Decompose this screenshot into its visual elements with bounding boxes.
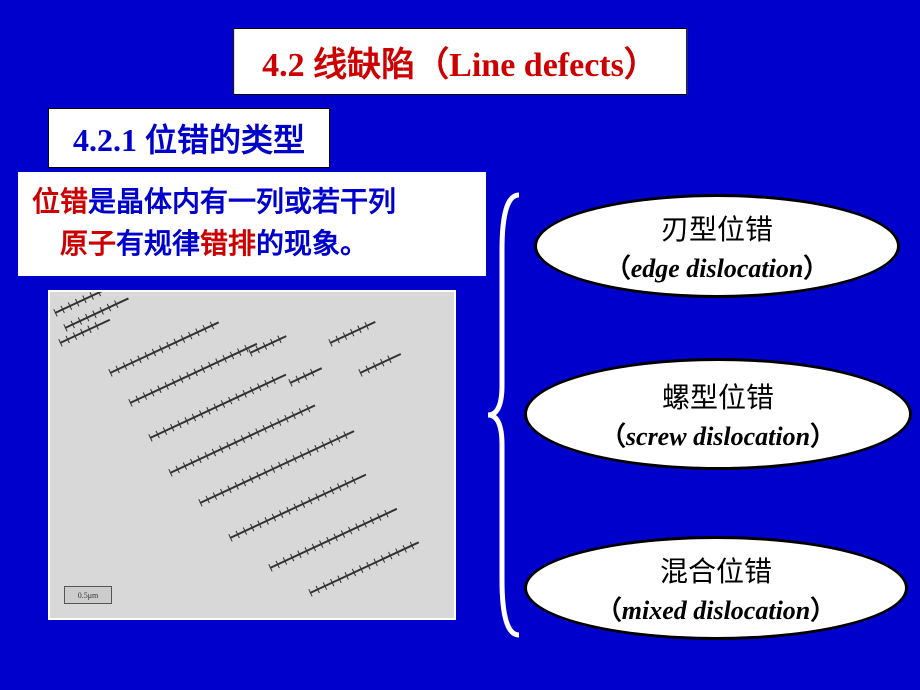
- section-title: 4.2 线缺陷（Line defects）: [262, 47, 658, 84]
- micrograph-canvas: [50, 292, 454, 618]
- type-cn-edge: 刃型位错: [661, 208, 773, 248]
- type-bubble-screw: 螺型位错 （screw dislocation）: [524, 358, 912, 470]
- micrograph-line: [200, 430, 355, 504]
- type-en-screw: （screw dislocation）: [600, 416, 836, 453]
- def-part-4: 错排: [200, 229, 256, 260]
- micrograph-box: 0.5μm: [48, 290, 456, 620]
- paren-close-0: ）: [803, 254, 829, 283]
- micrograph-image: 0.5μm: [50, 292, 454, 618]
- micrograph-line: [330, 321, 376, 344]
- micrograph-line: [360, 353, 402, 374]
- section-title-box: 4.2 线缺陷（Line defects）: [233, 28, 687, 95]
- paren-open-1: （: [600, 422, 626, 451]
- paren-close-2: ）: [810, 596, 836, 625]
- micrograph-line: [230, 474, 367, 539]
- title-suffix: ）: [624, 47, 658, 84]
- definition-text: 位错是晶体内有一列或若干列 原子有规律错排的现象。: [32, 182, 472, 266]
- title-prefix: 4.2 线缺陷（: [262, 47, 449, 84]
- curly-brace: [484, 190, 524, 640]
- micrograph-line: [310, 541, 420, 594]
- def-part-3: 有规律: [116, 229, 200, 260]
- micrograph-line: [110, 321, 220, 374]
- def-part-2: 原子: [60, 229, 116, 260]
- type-en-screw-text: screw dislocation: [626, 422, 810, 451]
- brace-svg: [484, 190, 524, 640]
- brace-path: [488, 195, 519, 635]
- type-cn-mixed: 混合位错: [660, 550, 772, 590]
- def-part-1: 是晶体内有一列或若干列: [88, 187, 396, 218]
- def-part-0: 位错: [32, 187, 88, 218]
- type-en-mixed-text: mixed dislocation: [622, 596, 811, 625]
- subsection-title: 4.2.1 位错的类型: [73, 122, 305, 158]
- def-part-5: 的现象。: [256, 229, 368, 260]
- type-cn-screw: 螺型位错: [662, 376, 774, 416]
- type-en-edge-text: edge dislocation: [631, 254, 804, 283]
- title-english: Line defects: [449, 47, 624, 84]
- type-en-mixed: （mixed dislocation）: [596, 590, 837, 627]
- paren-close-1: ）: [810, 422, 836, 451]
- micrograph-line: [290, 367, 323, 384]
- subsection-title-box: 4.2.1 位错的类型: [48, 108, 330, 168]
- type-bubble-mixed: 混合位错 （mixed dislocation）: [524, 536, 908, 640]
- paren-open-2: （: [596, 596, 622, 625]
- type-bubble-edge: 刃型位错 （edge dislocation）: [534, 194, 900, 298]
- definition-box: 位错是晶体内有一列或若干列 原子有规律错排的现象。: [18, 172, 486, 276]
- type-en-edge: （edge dislocation）: [605, 248, 830, 285]
- scale-bar: 0.5μm: [64, 586, 112, 604]
- paren-open-0: （: [605, 254, 631, 283]
